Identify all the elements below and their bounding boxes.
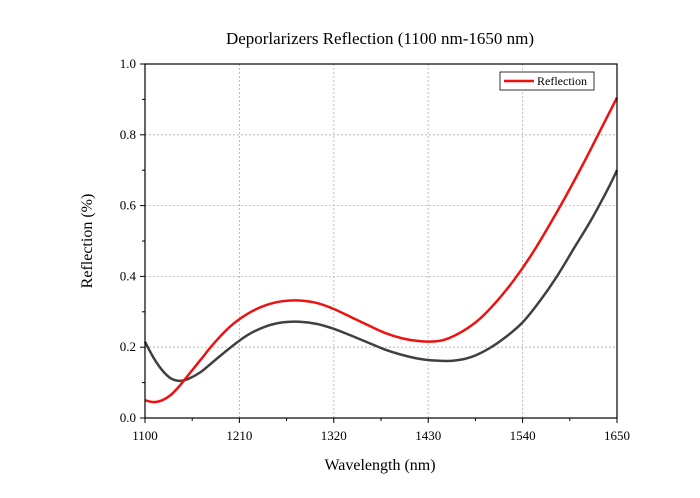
x-tick-label: 1210 bbox=[226, 428, 252, 443]
x-tick-label: 1650 bbox=[604, 428, 630, 443]
x-tick-label: 1540 bbox=[510, 428, 536, 443]
grid bbox=[145, 64, 617, 418]
y-tick-label: 0.6 bbox=[120, 198, 137, 213]
legend-box bbox=[499, 71, 595, 91]
y-tick-label: 1.0 bbox=[120, 56, 136, 71]
series-reflection-line bbox=[144, 97, 619, 404]
series-group bbox=[143, 97, 619, 404]
x-tick-label: 1430 bbox=[415, 428, 441, 443]
y-axis-label: Reflection (%) bbox=[79, 194, 96, 289]
y-tick-label: 0.0 bbox=[120, 410, 136, 425]
legend: Reflection bbox=[499, 71, 595, 91]
series-gray-line bbox=[143, 169, 619, 383]
legend-label: Reflection bbox=[537, 74, 587, 88]
tick-group: 1100 1210 1320 1430 1540 1650 0.0 0.2 0.4 0.6 0.8 1… bbox=[120, 56, 630, 443]
plot-frame bbox=[144, 63, 618, 419]
y-tick-label: 0.8 bbox=[120, 127, 136, 142]
chart-title: Deporlarizers Reflection (1100 nm-1650 n… bbox=[226, 29, 534, 48]
y-tick-label: 0.4 bbox=[120, 268, 137, 283]
x-axis-label: Wavelength (nm) bbox=[324, 457, 435, 474]
y-tick-label: 0.2 bbox=[120, 339, 136, 354]
x-tick-label: 1100 bbox=[132, 428, 158, 443]
x-tick-label: 1320 bbox=[321, 428, 347, 443]
